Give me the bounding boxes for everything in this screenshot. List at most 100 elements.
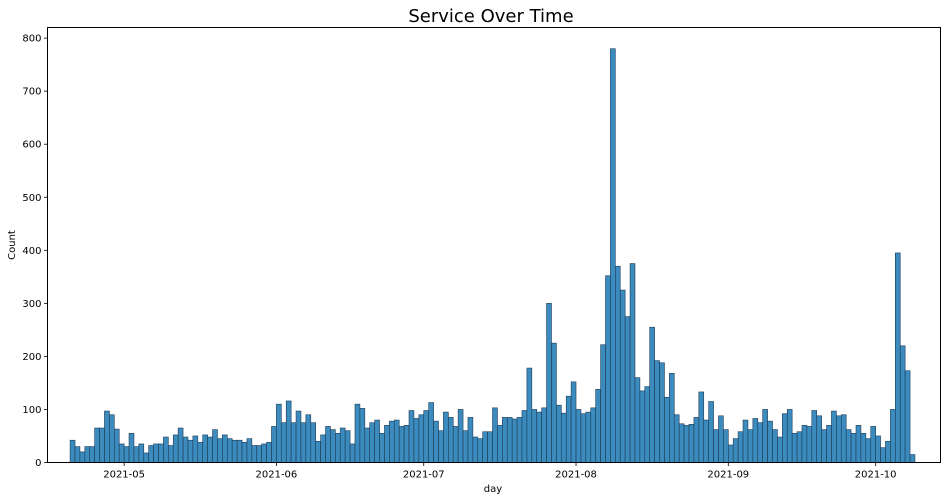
histogram-bar [870, 426, 876, 463]
histogram-bar [899, 345, 906, 463]
histogram-bar [290, 422, 297, 463]
histogram-bar [389, 420, 395, 463]
histogram-bar [222, 434, 228, 463]
histogram-bar [226, 438, 233, 463]
histogram-bar [320, 434, 326, 463]
histogram-bar [89, 446, 95, 463]
histogram-bar [158, 443, 164, 463]
histogram-bar [511, 418, 518, 463]
histogram-bar [403, 425, 410, 463]
histogram-bar [831, 410, 837, 463]
histogram-bar [737, 431, 744, 463]
histogram-bar [153, 443, 159, 463]
histogram-bar [182, 436, 189, 463]
histogram-bar [791, 433, 798, 463]
histogram-bar [713, 429, 719, 463]
histogram-bar [585, 411, 592, 463]
histogram-bar [281, 422, 287, 463]
histogram-bar [654, 360, 660, 463]
histogram-bar [669, 373, 675, 463]
histogram-bar [502, 417, 508, 463]
chart-title: Service Over Time [408, 6, 573, 27]
histogram-bar [266, 442, 272, 463]
histogram-bar [826, 425, 832, 463]
histogram-bar [796, 431, 803, 463]
y-tick-label: 0 [35, 458, 41, 469]
histogram-bar [443, 411, 449, 463]
histogram-bar [123, 446, 130, 463]
histogram-bar [457, 409, 464, 463]
histogram-bar [575, 409, 582, 463]
histogram-bar [786, 409, 793, 463]
histogram-bar [231, 439, 238, 463]
histogram-bar [467, 417, 474, 463]
histogram-bar [634, 377, 641, 463]
histogram-bar [909, 454, 916, 463]
histogram-bar [615, 265, 621, 463]
histogram-bar [772, 429, 778, 463]
histogram-bar [624, 316, 631, 463]
histogram-bar [109, 414, 115, 463]
histogram-bar [128, 433, 135, 463]
histogram-bar [723, 429, 729, 463]
histogram-bar [816, 415, 822, 463]
histogram-bar [315, 440, 321, 463]
histogram-bar [703, 419, 709, 463]
histogram-bar [639, 390, 646, 463]
histogram-bar [659, 362, 665, 463]
histogram-bar [644, 386, 651, 463]
histogram-bar [94, 427, 100, 463]
histogram-bar [860, 433, 867, 463]
y-tick-label: 800 [22, 34, 41, 45]
histogram-bar [885, 440, 891, 463]
histogram-bar [556, 404, 562, 463]
histogram-bar [246, 438, 253, 463]
histogram-bar [526, 367, 533, 463]
histogram-bar [74, 446, 81, 463]
y-tick-label: 200 [22, 352, 41, 363]
y-ticks: 0 100 200 300 400 500 600 700 800 [22, 34, 48, 469]
histogram-bar [192, 435, 199, 463]
histogram-bar [99, 427, 105, 463]
histogram-bar [423, 410, 429, 463]
histogram-bar [752, 418, 759, 463]
histogram-bar [251, 445, 258, 463]
histogram-bar [678, 423, 685, 463]
histogram-bar [673, 414, 680, 463]
histogram-bar [845, 429, 852, 463]
histogram-bar [757, 422, 763, 463]
histogram-bar [305, 414, 312, 463]
x-tick-label: 2021-05 [103, 470, 145, 481]
histogram-bar [895, 252, 901, 463]
histogram-bar [344, 430, 351, 463]
histogram-bar [570, 381, 577, 463]
histogram-bar [276, 403, 282, 463]
histogram-bar [202, 434, 208, 463]
histogram-bar [172, 434, 179, 463]
y-tick-label: 300 [22, 299, 41, 310]
histogram-bar [747, 429, 754, 463]
histogram-bar [782, 413, 788, 463]
histogram-bar [742, 419, 749, 463]
y-tick-label: 700 [22, 87, 41, 98]
histogram-bar [339, 427, 346, 463]
x-ticks: 2021-05 2021-06 2021-07 2021-08 2021-09 2021-… [103, 462, 897, 481]
histogram-bar [649, 326, 655, 463]
histogram-bar [497, 425, 503, 463]
y-tick-label: 500 [22, 193, 41, 204]
histogram-bar [865, 438, 872, 463]
histogram-bar [418, 414, 425, 463]
histogram-bar [521, 410, 528, 463]
histogram-bar [728, 444, 734, 463]
histogram-bar [300, 422, 307, 463]
histogram-bar [462, 430, 469, 463]
histogram-bar [880, 447, 886, 463]
histogram-bar [310, 422, 316, 463]
histogram-bar [875, 435, 881, 463]
histogram-bar [482, 431, 488, 463]
histogram-bar [600, 344, 606, 463]
histogram-bar [693, 417, 700, 463]
histogram-bar [428, 402, 434, 463]
histogram-bar [551, 342, 557, 463]
